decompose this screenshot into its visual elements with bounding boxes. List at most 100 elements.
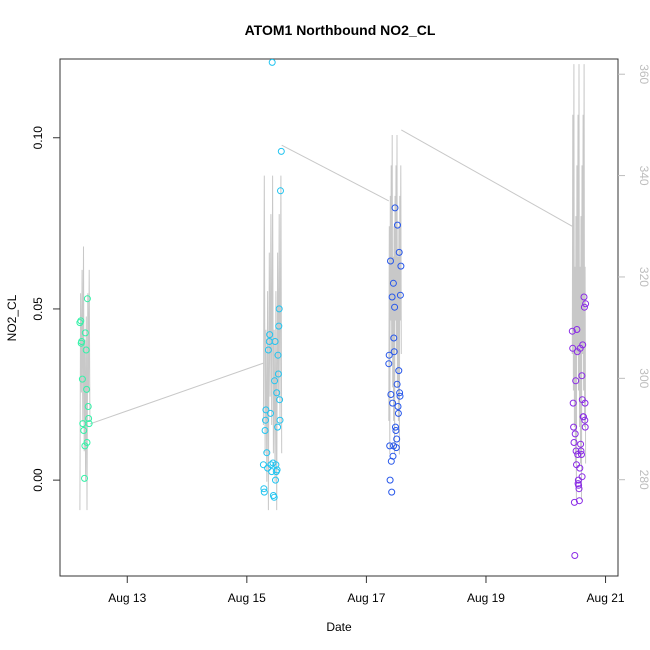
line-connector bbox=[89, 362, 264, 425]
data-point bbox=[392, 427, 400, 434]
data-point bbox=[572, 447, 580, 455]
data-point bbox=[582, 300, 590, 308]
data-point bbox=[264, 464, 272, 472]
data-point bbox=[84, 403, 92, 410]
data-point bbox=[580, 413, 587, 421]
y2-tick-label: 360 bbox=[637, 64, 650, 84]
data-point bbox=[385, 351, 393, 359]
data-point bbox=[80, 427, 88, 434]
y-axis-label: NO2_CL bbox=[5, 294, 19, 341]
y-tick-label: 0.00 bbox=[31, 468, 45, 492]
line-series-layer bbox=[79, 64, 587, 511]
data-point bbox=[577, 440, 585, 448]
data-point bbox=[570, 423, 578, 431]
data-point bbox=[396, 389, 404, 397]
data-point bbox=[395, 248, 403, 256]
data-point bbox=[389, 452, 397, 460]
data-point bbox=[277, 187, 284, 195]
line-session bbox=[388, 134, 402, 455]
data-point bbox=[272, 461, 280, 469]
data-point bbox=[570, 498, 578, 506]
data-point bbox=[393, 380, 401, 388]
data-point bbox=[264, 346, 272, 354]
y-tick-label: 0.10 bbox=[31, 126, 45, 150]
chart-title: ATOM1 Northbound NO2_CL bbox=[245, 22, 436, 38]
data-point bbox=[81, 329, 89, 337]
data-point bbox=[581, 423, 589, 431]
data-point bbox=[580, 303, 588, 311]
x-axis-label: Date bbox=[326, 620, 352, 634]
data-point bbox=[391, 303, 399, 311]
data-point bbox=[580, 293, 588, 301]
data-point bbox=[394, 403, 402, 410]
line-connector bbox=[281, 144, 390, 202]
data-point bbox=[77, 317, 85, 325]
data-point bbox=[576, 464, 584, 472]
data-point bbox=[85, 415, 93, 422]
data-point bbox=[397, 262, 405, 270]
data-point bbox=[581, 416, 589, 424]
x-tick-label: Aug 21 bbox=[587, 591, 625, 605]
data-point bbox=[262, 406, 270, 414]
axes-layer: Aug 13 Aug 15 Aug 17 Aug 19 Aug 21 0.00 0.05 0.… bbox=[31, 64, 650, 605]
data-point bbox=[581, 399, 589, 407]
data-point bbox=[573, 326, 581, 333]
data-point bbox=[261, 427, 269, 434]
data-point bbox=[386, 442, 394, 450]
data-point bbox=[578, 372, 586, 380]
data-point bbox=[259, 461, 267, 469]
data-point bbox=[571, 552, 579, 559]
data-point bbox=[267, 409, 274, 417]
x-tick-label: Aug 19 bbox=[467, 591, 505, 605]
data-point bbox=[569, 399, 577, 407]
data-point bbox=[83, 385, 91, 393]
y2-tick-label: 340 bbox=[637, 166, 650, 186]
data-point bbox=[570, 439, 578, 446]
data-point bbox=[578, 451, 585, 458]
data-point bbox=[574, 476, 582, 484]
data-point bbox=[389, 399, 397, 407]
data-point bbox=[386, 476, 394, 484]
data-point bbox=[577, 447, 585, 455]
plot-area-frame bbox=[59, 58, 619, 577]
data-point bbox=[391, 204, 399, 212]
data-point bbox=[575, 481, 583, 489]
data-point bbox=[396, 291, 404, 299]
data-point bbox=[77, 339, 85, 347]
data-point bbox=[276, 416, 284, 424]
data-point bbox=[271, 377, 279, 385]
x-tick-label: Aug 13 bbox=[108, 591, 146, 605]
data-point bbox=[393, 435, 401, 443]
data-point bbox=[568, 327, 576, 335]
data-point bbox=[388, 293, 396, 301]
data-point bbox=[260, 485, 268, 493]
data-point bbox=[274, 423, 282, 431]
points-layer bbox=[76, 58, 590, 559]
data-point bbox=[571, 430, 579, 438]
data-point bbox=[270, 493, 278, 501]
data-point bbox=[578, 473, 586, 481]
data-point bbox=[83, 295, 91, 303]
line-session bbox=[79, 246, 91, 511]
data-point bbox=[274, 351, 282, 359]
y2-tick-label: 280 bbox=[637, 470, 650, 490]
data-point bbox=[389, 279, 397, 287]
data-point bbox=[274, 370, 282, 378]
data-point bbox=[260, 488, 268, 496]
data-point bbox=[388, 488, 396, 496]
data-point bbox=[277, 147, 285, 155]
data-point bbox=[267, 461, 275, 469]
data-point bbox=[394, 221, 401, 229]
data-point bbox=[394, 409, 402, 417]
data-point bbox=[82, 346, 90, 354]
data-point bbox=[575, 485, 583, 493]
y2-tick-label: 320 bbox=[637, 267, 650, 287]
data-point bbox=[390, 334, 398, 342]
data-point bbox=[85, 420, 93, 428]
data-point bbox=[575, 497, 583, 505]
data-point bbox=[81, 474, 88, 482]
line-session bbox=[262, 175, 283, 511]
data-point bbox=[395, 367, 403, 375]
data-point bbox=[572, 377, 580, 385]
data-point bbox=[387, 391, 395, 398]
